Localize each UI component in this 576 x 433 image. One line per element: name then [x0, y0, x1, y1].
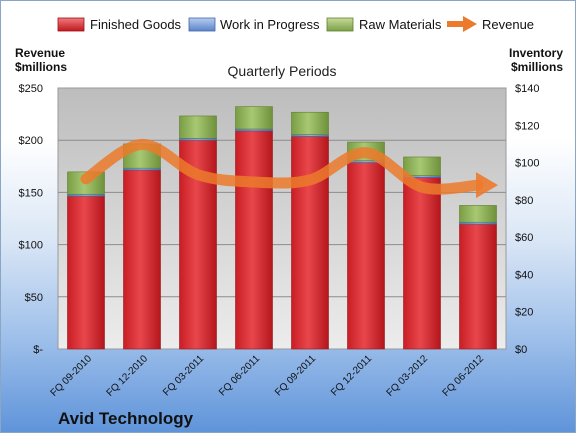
bar-finished-goods [123, 169, 161, 350]
company-name: Avid Technology [58, 409, 194, 428]
left-tick-label: $250 [19, 83, 43, 95]
right-axis-ticks: $0 $20 $40 $60 $80 $100 $120 $140 [515, 83, 539, 356]
x-tick-label: FQ 03-2012 [385, 353, 431, 399]
bar-raw-materials [179, 115, 217, 139]
x-tick-label: FQ 06-2011 [217, 353, 262, 398]
bar-finished-goods [67, 195, 105, 350]
legend: Finished Goods Work in Progress Raw Mate… [57, 16, 534, 32]
bar-finished-goods [459, 223, 497, 350]
right-tick-label: $40 [515, 269, 533, 281]
right-tick-label: $0 [515, 344, 527, 356]
left-tick-label: $50 [25, 292, 43, 304]
bar-finished-goods [347, 162, 385, 350]
legend-label-revenue: Revenue [482, 17, 534, 32]
legend-label-work-in-progress: Work in Progress [220, 17, 320, 32]
bar-raw-materials [459, 205, 497, 223]
right-axis-title-line1: Inventory [509, 46, 563, 60]
left-axis-title-line1: Revenue [15, 46, 65, 60]
x-tick-label: FQ 12-2010 [105, 353, 151, 399]
revenue-line [80, 138, 498, 199]
left-tick-label: $- [33, 344, 43, 356]
left-tick-label: $100 [19, 240, 43, 252]
legend-swatch-finished-goods [57, 17, 85, 32]
chart-title: Quarterly Periods [228, 63, 337, 79]
x-tick-label: FQ 06-2012 [441, 353, 487, 399]
right-tick-label: $140 [515, 83, 539, 95]
bar-raw-materials [291, 111, 329, 135]
legend-label-finished-goods: Finished Goods [90, 17, 182, 32]
right-tick-label: $80 [515, 195, 533, 207]
x-tick-label: FQ 09-2010 [49, 353, 95, 399]
left-axis-title-line2: $millions [15, 60, 67, 74]
legend-swatch-revenue [447, 16, 477, 32]
right-tick-label: $120 [515, 120, 539, 132]
x-axis-ticks: FQ 09-2010 FQ 12-2010 FQ 03-2011 FQ 06-2011… [49, 353, 487, 399]
revenue-line-path [80, 138, 484, 195]
right-tick-label: $20 [515, 307, 533, 319]
left-tick-label: $200 [19, 135, 43, 147]
bar-raw-materials [235, 106, 273, 130]
left-axis-ticks: $- $50 $100 $150 $200 $250 [19, 83, 44, 356]
bar-finished-goods [403, 177, 441, 350]
revenue-arrowhead [476, 172, 498, 199]
right-axis-title-line2: $millions [511, 60, 563, 74]
x-tick-label: FQ 12-2011 [329, 353, 374, 398]
bar-raw-materials [403, 156, 441, 176]
bar-finished-goods [235, 130, 273, 350]
legend-swatch-raw-materials [326, 17, 354, 32]
x-tick-label: FQ 09-2011 [273, 353, 318, 398]
right-tick-label: $60 [515, 232, 533, 244]
right-tick-label: $100 [515, 158, 539, 170]
legend-swatch-work-in-progress [188, 17, 216, 32]
x-tick-label: FQ 03-2011 [161, 353, 206, 398]
left-tick-label: $150 [19, 187, 43, 199]
legend-label-raw-materials: Raw Materials [359, 17, 442, 32]
